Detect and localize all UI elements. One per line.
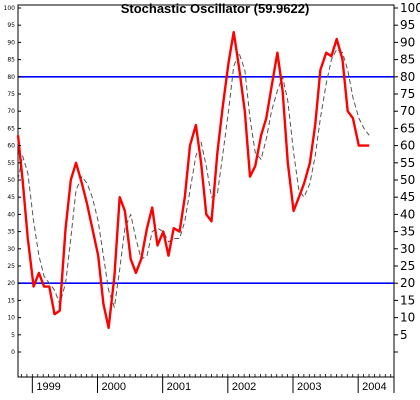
- y-tick-label-left: 10: [7, 315, 15, 322]
- x-tick-label: 2002: [232, 381, 256, 393]
- y-tick-label-left: 45: [7, 194, 15, 201]
- plot-frame: [17, 4, 395, 378]
- y-tick-label-right: 50: [400, 173, 415, 187]
- y-tick-label-left: 65: [7, 125, 15, 132]
- y-tick-label-left: 70: [7, 108, 15, 115]
- y-tick-label-right: 30: [400, 242, 415, 256]
- y-tick-label-right: 45: [400, 190, 415, 204]
- y-tick-label-left: 95: [7, 22, 15, 29]
- reference-lines: [18, 76, 394, 285]
- y-tick-label-left: 5: [11, 332, 15, 339]
- y-tick-label-right: 55: [400, 156, 415, 170]
- signal-line-series: [17, 48, 370, 308]
- y-tick-label-right: 90: [400, 35, 415, 49]
- x-tick-label: 2000: [102, 381, 126, 393]
- y-tick-label-left: 20: [7, 280, 15, 287]
- stochastic-line-series: [16, 30, 370, 330]
- series-layer: [16, 30, 370, 330]
- x-tick-label: 2004: [362, 381, 386, 393]
- y-tick-label-left: 85: [7, 57, 15, 64]
- y-tick-label-right: 70: [400, 104, 415, 118]
- y-tick-label-left: 90: [7, 39, 15, 46]
- y-tick-label-left: 0: [11, 349, 15, 356]
- y-tick-label-right: 60: [400, 139, 415, 153]
- y-tick-label-left: 55: [7, 160, 15, 167]
- y-tick-label-right: 10: [400, 311, 415, 325]
- y-tick-label-left: 30: [7, 246, 15, 253]
- y-tick-label-right: 5: [400, 328, 408, 342]
- y-tick-label-right: 100: [400, 1, 420, 15]
- y-tick-label-right: 25: [400, 259, 415, 273]
- x-tick-label: 2001: [167, 381, 191, 393]
- y-axis-left: 0 5 10 15 20 25 30 35 40 45 50 55 60 65 70 75 80 85 90 95 10…: [4, 5, 21, 356]
- y-tick-label-left: 35: [7, 229, 15, 236]
- y-tick-label-left: 25: [7, 263, 15, 270]
- y-tick-label-left: 100: [4, 5, 16, 12]
- y-tick-label-right: 15: [400, 293, 415, 307]
- x-tick-label: 2003: [297, 381, 321, 393]
- y-tick-label-right: 95: [400, 18, 415, 32]
- y-tick-label-left: 50: [7, 177, 15, 184]
- x-axis: 1999 2000 2001 2002 2003 2004: [21, 374, 395, 393]
- y-tick-label-right: 40: [400, 207, 415, 221]
- y-tick-label-left: 75: [7, 91, 15, 98]
- y-tick-label-right: 80: [400, 70, 415, 84]
- y-tick-label-left: 40: [7, 211, 15, 218]
- y-tick-label-left: 15: [7, 297, 15, 304]
- y-tick-label-right: 65: [400, 121, 415, 135]
- y-tick-label-right: 85: [400, 53, 415, 67]
- x-tick-label: 1999: [36, 381, 60, 393]
- chart-title: Stochastic Oscillator (59.9622): [121, 1, 310, 16]
- y-tick-label-left: 60: [7, 143, 15, 150]
- y-tick-label-right: 75: [400, 87, 415, 101]
- y-tick-label-left: 80: [7, 74, 15, 81]
- y-axis-right: 5 10 15 20 25 30 35 40 45 50 55 60 65 70 75 80 85 90 95 100: [394, 1, 420, 353]
- y-tick-label-right: 20: [400, 276, 415, 290]
- y-tick-label-right: 35: [400, 225, 415, 239]
